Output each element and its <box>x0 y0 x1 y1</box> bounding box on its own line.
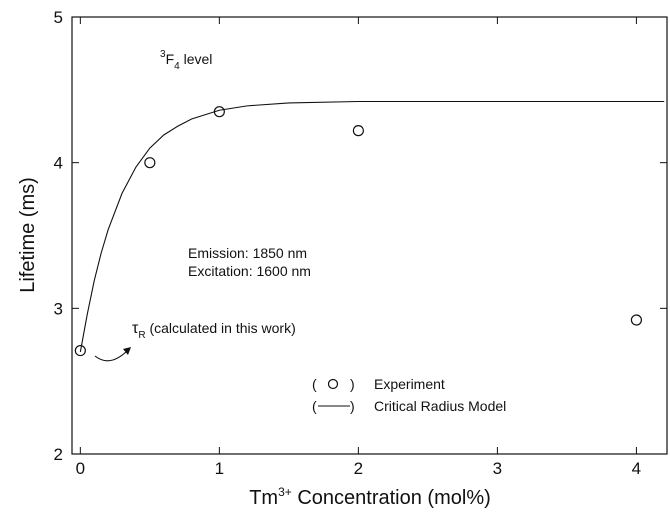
data-point <box>352 125 364 137</box>
x-tick-label: 1 <box>215 459 224 478</box>
legend: ( ) ( ) Experiment Critical Radius Model <box>312 376 506 414</box>
plot-frame <box>71 16 668 455</box>
emission-note: Emission: 1850 nm <box>188 245 307 261</box>
x-tick-label: 0 <box>76 459 85 478</box>
data-point <box>144 157 156 169</box>
legend-paren: ( <box>312 398 317 414</box>
x-axis-label: Tm3+ Concentration (mol%) <box>249 485 491 509</box>
excitation-note: Excitation: 1600 nm <box>188 263 311 279</box>
y-tick-label: 4 <box>54 154 63 173</box>
legend-paren: ) <box>350 398 355 414</box>
legend-label: Critical Radius Model <box>374 398 506 414</box>
legend-swatch <box>327 378 339 390</box>
model-curve <box>79 100 665 353</box>
y-tick-label: 2 <box>54 445 63 464</box>
annotation-arrow <box>94 349 129 362</box>
data-point <box>74 344 86 357</box>
x-tick-label: 2 <box>354 459 363 478</box>
tau-annotation: τR (calculated in this work) <box>132 320 296 341</box>
y-tick-label: 5 <box>54 8 63 27</box>
level-annotation: 3F4 level <box>160 49 212 72</box>
legend-paren: ) <box>350 376 355 392</box>
y-axis-label: Lifetime (ms) <box>17 177 39 293</box>
arrow-head <box>123 347 131 355</box>
legend-label: Experiment <box>374 376 445 392</box>
y-tick-label: 3 <box>54 299 63 318</box>
x-tick-label: 4 <box>632 459 641 478</box>
data-point <box>630 314 643 326</box>
x-tick-label: 3 <box>493 459 502 478</box>
legend-paren: ( <box>312 376 317 392</box>
